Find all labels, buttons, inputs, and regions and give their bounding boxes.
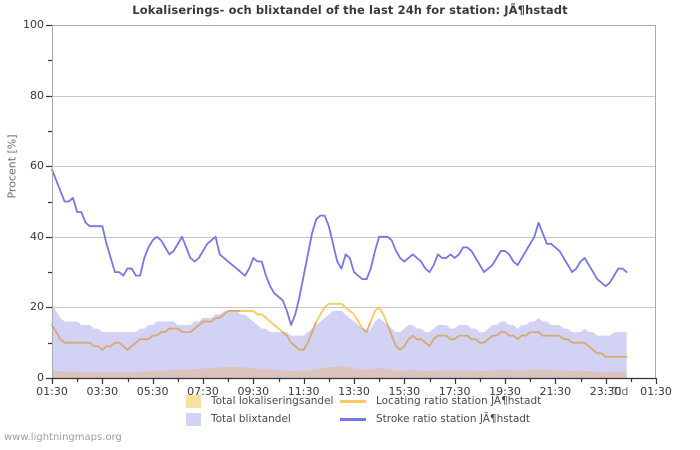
legend-item-total-blixtandel: Total blixtandel [186,410,333,428]
legend-swatch-blixtandel [186,412,201,426]
chart-title: Lokaliserings- och blixtandel of the las… [132,3,568,17]
watermark: www.lightningmaps.org [4,432,122,443]
y-tick-label: 60 [30,159,44,173]
legend-column-lines: Locating ratio station JÃ¶hstadt Stroke … [340,392,541,428]
y-tick-label: 20 [30,300,44,314]
legend-label-stroke-ratio: Stroke ratio station JÃ¶hstadt [376,413,531,425]
legend-label-blixtandel: Total blixtandel [211,413,291,425]
chart-legend: Total lokaliseringsandel Total blixtande… [0,392,700,432]
legend-item-stroke-ratio: Stroke ratio station JÃ¶hstadt [340,410,541,428]
legend-line-locating [340,395,366,408]
x-tick-label: 21:30 [539,385,572,398]
y-tick-label: 0 [37,371,44,384]
legend-line-stroke [340,413,366,426]
legend-column-areas: Total lokaliseringsandel Total blixtande… [186,392,333,428]
x-tick-label: 03:30 [86,385,119,398]
legend-item-total-lokaliseringsandel: Total lokaliseringsandel [186,392,333,410]
x-tick-label: 23:30 [589,385,622,398]
x-tick-label: 13:30 [338,385,370,398]
legend-label-lokaliseringsandel: Total lokaliseringsandel [211,395,334,407]
y-tick-label: 100 [23,18,44,31]
x-axis-title: Tid [612,385,629,398]
legend-item-locating-ratio: Locating ratio station JÃ¶hstadt [340,392,541,410]
legend-swatch-lokaliseringsandel [186,394,201,408]
x-tick-label: 17:30 [438,385,471,398]
legend-label-locating-ratio: Locating ratio station JÃ¶hstadt [376,395,542,407]
y-tick-label: 40 [30,229,44,243]
y-tick-label: 80 [30,88,44,102]
x-tick-label: 05:30 [136,385,169,398]
x-tick-label: 11:30 [287,385,320,398]
x-tick-label: 19:30 [489,385,521,398]
x-tick-label: 09:30 [237,385,270,398]
x-tick-label: 01:30 [640,385,672,398]
x-tick-label: 15:30 [388,385,421,398]
x-tick-label: 01:30 [36,385,68,398]
